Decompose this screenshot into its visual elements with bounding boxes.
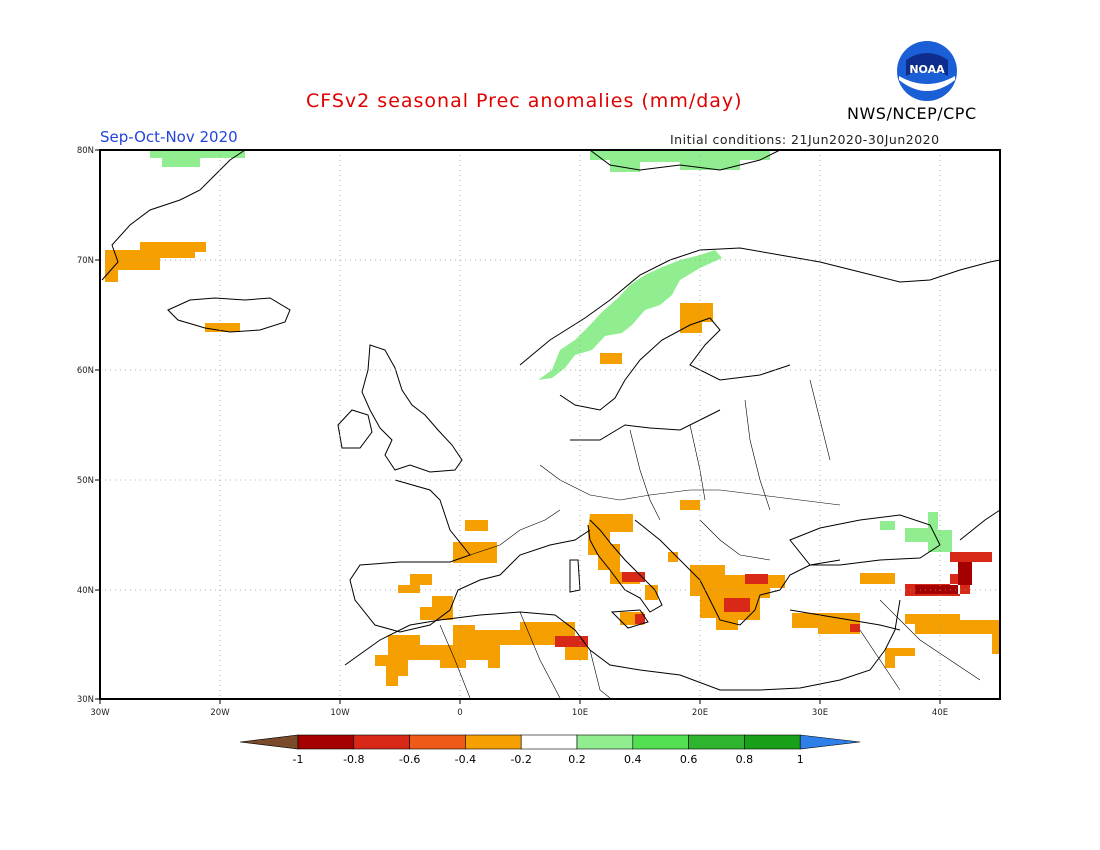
sweden-finland-coast	[559, 317, 791, 411]
colorbar-labels: -1 -0.8 -0.6 -0.4 -0.2 0.2 0.4 0.6 0.8 1	[293, 753, 804, 766]
latitude-labels: 80N 70N 60N 50N 40N 30N	[77, 146, 94, 705]
colorbar-box	[353, 734, 410, 750]
lon-label-40e: 40E	[932, 708, 948, 718]
anomaly-norway-coast	[538, 250, 722, 380]
colorbar-arrow-high	[799, 734, 861, 750]
lat-label-70n: 70N	[77, 256, 94, 266]
anomaly-sweden	[600, 303, 713, 364]
britain-coast	[361, 344, 463, 473]
scandinavia-coast	[519, 247, 1001, 366]
colorbar-box	[632, 734, 689, 750]
colorbar-arrow-low	[239, 734, 299, 750]
anomaly-tunisia	[555, 636, 588, 647]
colorbar-tick-label: -0.2	[510, 753, 531, 766]
colorbar-box	[520, 734, 578, 750]
colorbar-boxes	[239, 734, 861, 750]
map-title: CFSv2 seasonal Prec anomalies (mm/day)	[306, 90, 743, 112]
lon-label-30e: 30E	[812, 708, 828, 718]
season-label: Sep-Oct-Nov 2020	[100, 128, 238, 146]
italy-coast	[587, 519, 663, 613]
colorbar-box	[409, 734, 466, 750]
sicily	[610, 609, 649, 629]
initial-conditions-label: Initial conditions: 21Jun2020-30Jun2020	[670, 132, 940, 147]
lat-label-40n: 40N	[77, 586, 94, 596]
anomaly-north-africa	[375, 622, 588, 686]
anomaly-shading	[105, 150, 1000, 686]
noaa-logo: NOAA	[897, 41, 957, 101]
colorbar-box	[688, 734, 745, 750]
colorbar-tick-label: -0.6	[399, 753, 420, 766]
anomaly-italy	[588, 514, 658, 625]
europe-west	[349, 479, 591, 633]
turkey-south	[789, 609, 901, 631]
greenland-coast	[101, 149, 246, 281]
noaa-logo-text: NOAA	[909, 63, 945, 76]
colorbar-tick-label: 0.4	[624, 753, 642, 766]
graticule	[100, 150, 1000, 699]
iceland-coast	[167, 297, 291, 333]
colorbar-box	[744, 734, 801, 750]
colorbar-box	[297, 734, 355, 750]
map-frame	[99, 149, 1001, 700]
colorbar-box	[465, 734, 522, 750]
longitude-labels: 30W 20W 10W 0 10E 20E 30E 40E	[90, 708, 948, 718]
lon-label-10e: 10E	[572, 708, 588, 718]
anomaly-caucasus	[880, 512, 952, 552]
colorbar-tick-label: 0.6	[680, 753, 698, 766]
colorbar-tick-label: -0.4	[455, 753, 476, 766]
ireland-coast	[337, 409, 373, 449]
svalbard	[589, 149, 781, 171]
lat-label-50n: 50N	[77, 476, 94, 486]
lon-label-30w: 30W	[90, 708, 110, 718]
anomaly-turkey	[792, 573, 895, 634]
anomaly-greenland-east	[105, 242, 206, 282]
north-africa-coast	[344, 599, 901, 691]
colorbar-tick-label: 0.8	[736, 753, 754, 766]
anomaly-svalbard-north	[590, 150, 770, 172]
colorbar-tick-label: 0.2	[568, 753, 586, 766]
lon-label-20w: 20W	[210, 708, 230, 718]
lon-label-20e: 20E	[692, 708, 708, 718]
colorbar-tick-label: -0.8	[343, 753, 364, 766]
anomaly-east-turkey-core	[915, 562, 972, 594]
balkans-coast	[634, 519, 841, 626]
anomaly-balkans-greece	[668, 500, 785, 630]
colorbar-box	[576, 734, 634, 750]
lat-label-30n: 30N	[77, 695, 94, 705]
lon-label-0: 0	[457, 708, 462, 718]
anomaly-greenland-north	[150, 150, 245, 167]
lat-label-60n: 60N	[77, 366, 94, 376]
colorbar-tick-label: -1	[293, 753, 304, 766]
anomaly-middle-east	[885, 614, 1000, 668]
colorbar-tick-label: 1	[797, 753, 804, 766]
anomaly-iberia	[398, 520, 497, 620]
organization-label: NWS/NCEP/CPC	[847, 104, 977, 123]
tick-marks	[95, 149, 941, 704]
lon-label-10w: 10W	[330, 708, 350, 718]
lat-label-80n: 80N	[77, 146, 94, 156]
caspian	[959, 509, 1001, 541]
